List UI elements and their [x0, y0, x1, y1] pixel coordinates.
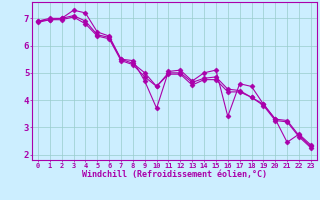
X-axis label: Windchill (Refroidissement éolien,°C): Windchill (Refroidissement éolien,°C) — [82, 170, 267, 179]
